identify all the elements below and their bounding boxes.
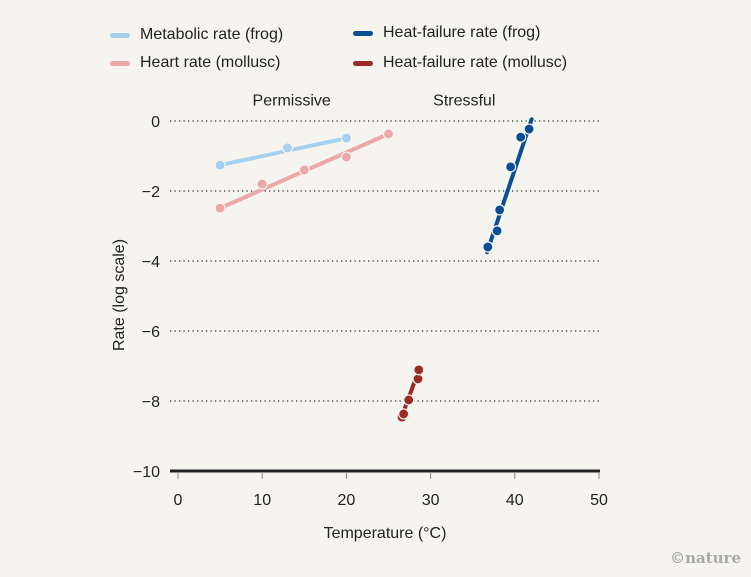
y-tick-label: −8 <box>142 394 160 411</box>
legend-item-heat-failure-frog: Heat-failure rate (frog) <box>353 24 540 42</box>
nature-credit: ©nature <box>670 549 741 567</box>
data-point-heart-rate-mollusc <box>340 151 352 163</box>
data-point-heat-failure-rate-frog <box>504 161 517 173</box>
y-tick-label: −4 <box>142 254 160 271</box>
data-point-metabolic-rate-frog <box>340 132 352 144</box>
legend-item-heat-failure-mollusc: Heat-failure rate (mollusc) <box>353 54 567 72</box>
data-point-heat-failure-rate-frog <box>494 204 506 216</box>
data-point-heat-failure-rate-frog <box>515 131 527 143</box>
data-point-metabolic-rate-frog <box>214 159 226 171</box>
data-point-heat-failure-rate-frog <box>491 225 503 237</box>
legend-label: Heat-failure rate (frog) <box>383 24 541 41</box>
y-tick-label: −2 <box>142 184 160 201</box>
fit-lines <box>218 117 534 421</box>
x-tick-label: 20 <box>338 492 356 509</box>
data-point-heart-rate-mollusc <box>298 164 310 176</box>
y-tick-label: −10 <box>133 464 160 481</box>
data-point-heart-rate-mollusc <box>214 202 226 214</box>
x-axis-label: Temperature (°C) <box>324 525 447 542</box>
data-point-metabolic-rate-frog <box>281 142 294 154</box>
data-points <box>214 123 535 423</box>
legend-swatch <box>110 32 130 38</box>
y-tick-label: 0 <box>151 114 160 131</box>
legend-item-heart-mollusc: Heart rate (mollusc) <box>110 54 280 72</box>
legend-label: Heart rate (mollusc) <box>140 54 281 71</box>
data-point-heart-rate-mollusc <box>382 128 395 140</box>
data-point-heart-rate-mollusc <box>256 178 268 190</box>
data-point-heat-failure-rate-mollusc <box>403 394 415 406</box>
region-annotation: Permissive <box>253 92 331 109</box>
legend-swatch <box>353 30 373 36</box>
y-tick-label: −6 <box>142 324 160 341</box>
data-point-heat-failure-rate-frog <box>482 241 494 253</box>
x-tick-label: 0 <box>174 492 183 509</box>
x-tick-label: 50 <box>590 492 608 509</box>
x-tick-label: 40 <box>506 492 524 509</box>
data-point-heat-failure-rate-frog <box>523 123 535 135</box>
axis-ticks: 0 −2 −4 −6 −8 −10 0 10 20 30 40 50 <box>133 114 608 509</box>
legend-item-metabolic-frog: Metabolic rate (frog) <box>110 26 283 44</box>
data-point-heat-failure-rate-mollusc <box>398 408 410 420</box>
legend-swatch <box>110 60 130 66</box>
x-tick-label: 30 <box>422 492 440 509</box>
data-point-heat-failure-rate-mollusc <box>412 373 424 385</box>
y-axis-label: Rate (log scale) <box>111 239 128 351</box>
legend-swatch <box>353 60 373 66</box>
annotations: Permissive Stressful <box>253 92 496 109</box>
data-point-heat-failure-rate-mollusc <box>413 364 425 376</box>
region-annotation: Stressful <box>433 92 495 109</box>
legend-label: Heat-failure rate (mollusc) <box>383 54 568 71</box>
x-tick-label: 10 <box>253 492 271 509</box>
legend-label: Metabolic rate (frog) <box>140 26 284 43</box>
